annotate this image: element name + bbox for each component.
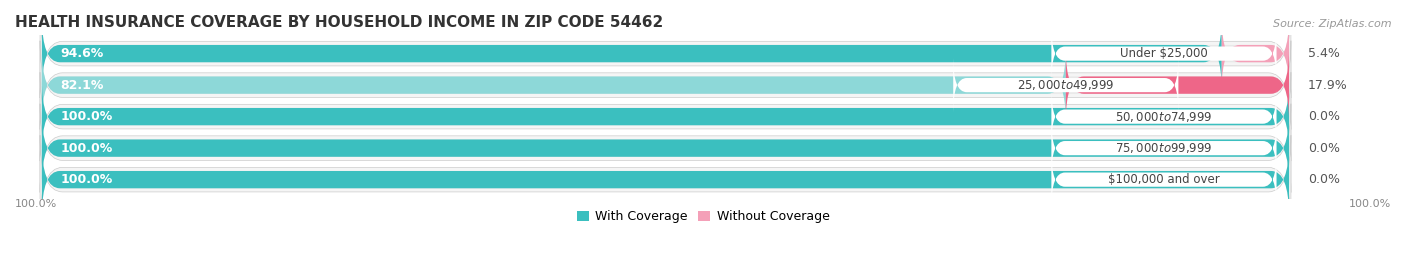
FancyBboxPatch shape [42, 48, 1066, 122]
FancyBboxPatch shape [953, 58, 1178, 112]
FancyBboxPatch shape [1052, 121, 1277, 175]
Text: Source: ZipAtlas.com: Source: ZipAtlas.com [1274, 19, 1392, 29]
FancyBboxPatch shape [42, 111, 1289, 185]
FancyBboxPatch shape [1052, 153, 1277, 207]
FancyBboxPatch shape [42, 111, 1289, 185]
Text: $25,000 to $49,999: $25,000 to $49,999 [1017, 78, 1115, 92]
FancyBboxPatch shape [39, 9, 1291, 98]
FancyBboxPatch shape [39, 104, 1291, 193]
Text: 100.0%: 100.0% [60, 173, 112, 186]
Text: HEALTH INSURANCE COVERAGE BY HOUSEHOLD INCOME IN ZIP CODE 54462: HEALTH INSURANCE COVERAGE BY HOUSEHOLD I… [15, 15, 664, 30]
Text: 5.4%: 5.4% [1308, 47, 1340, 60]
Text: 100.0%: 100.0% [1348, 199, 1391, 209]
Text: 100.0%: 100.0% [60, 142, 112, 155]
Text: 17.9%: 17.9% [1308, 79, 1347, 92]
Text: Under $25,000: Under $25,000 [1121, 47, 1208, 60]
FancyBboxPatch shape [1066, 48, 1289, 122]
FancyBboxPatch shape [39, 135, 1291, 224]
Text: 94.6%: 94.6% [60, 47, 104, 60]
Legend: With Coverage, Without Coverage: With Coverage, Without Coverage [572, 205, 834, 228]
FancyBboxPatch shape [42, 143, 1289, 216]
Text: $100,000 and over: $100,000 and over [1108, 173, 1220, 186]
FancyBboxPatch shape [42, 143, 1289, 216]
FancyBboxPatch shape [42, 80, 1289, 153]
FancyBboxPatch shape [1222, 17, 1289, 90]
FancyBboxPatch shape [39, 41, 1291, 130]
FancyBboxPatch shape [42, 17, 1222, 90]
Text: 0.0%: 0.0% [1308, 110, 1340, 123]
Text: 0.0%: 0.0% [1308, 142, 1340, 155]
Text: $50,000 to $74,999: $50,000 to $74,999 [1115, 110, 1213, 124]
FancyBboxPatch shape [42, 80, 1289, 153]
Text: $75,000 to $99,999: $75,000 to $99,999 [1115, 141, 1213, 155]
Text: 100.0%: 100.0% [15, 199, 58, 209]
Text: 0.0%: 0.0% [1308, 173, 1340, 186]
Text: 100.0%: 100.0% [60, 110, 112, 123]
FancyBboxPatch shape [1052, 27, 1277, 80]
FancyBboxPatch shape [1052, 90, 1277, 144]
Text: 82.1%: 82.1% [60, 79, 104, 92]
FancyBboxPatch shape [42, 17, 1289, 90]
FancyBboxPatch shape [42, 48, 1289, 122]
FancyBboxPatch shape [39, 72, 1291, 161]
